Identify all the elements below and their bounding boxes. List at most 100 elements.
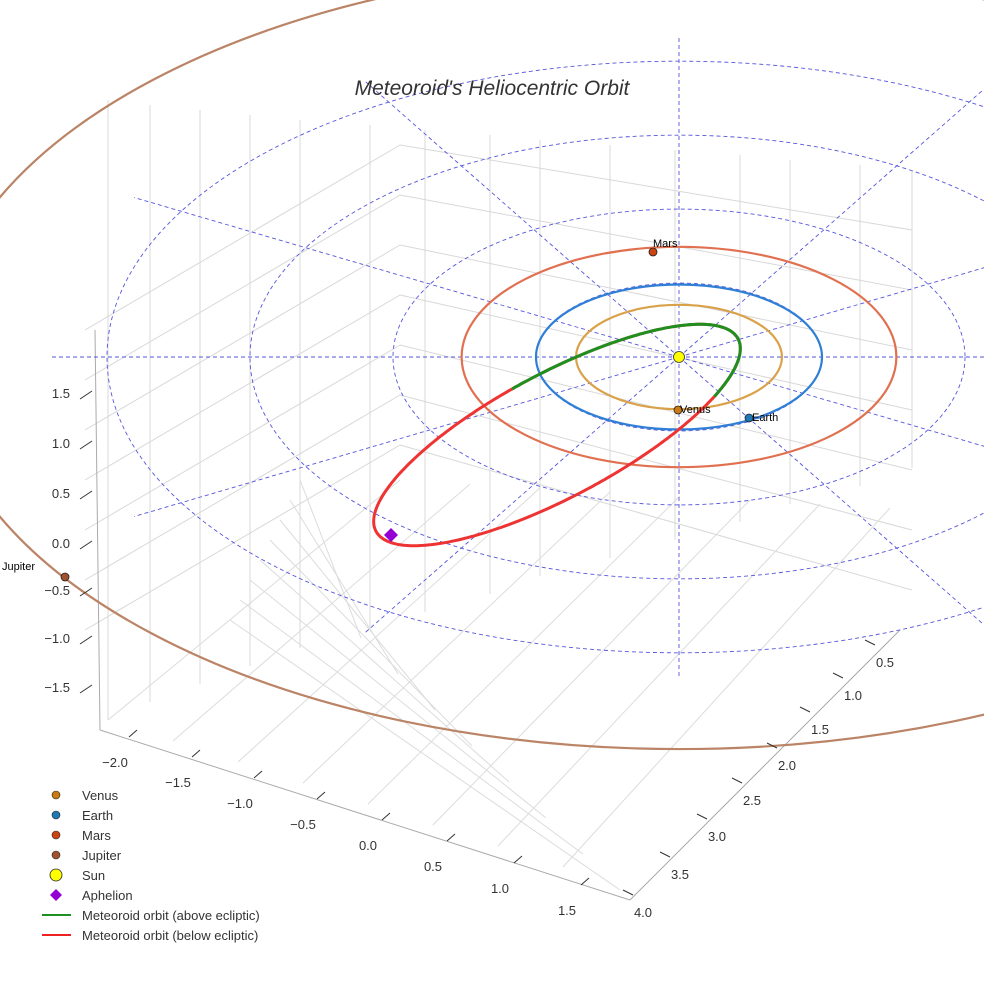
legend-meteoroid-orbit-below-ecliptic-label: Meteoroid orbit (below ecliptic) (82, 928, 258, 943)
legend-aphelion-label: Aphelion (82, 888, 133, 903)
grid-spoke (678, 356, 984, 626)
planet-label-earth: Earth (752, 412, 778, 424)
grid-ring (392, 208, 966, 506)
grid-spoke (133, 356, 680, 517)
x-tick-label: 0.0 (359, 838, 377, 853)
z-tick-label: 0.0 (52, 536, 70, 551)
pane-grid-line (399, 194, 913, 291)
y-axis-line (629, 629, 901, 901)
floor-grid-line (269, 539, 473, 747)
grid-spoke (678, 267, 984, 358)
legend-sun-label: Sun (82, 868, 105, 883)
x-axis-line (99, 729, 631, 901)
z-tick-label: 1.0 (52, 436, 70, 451)
floor-grid-line (229, 619, 621, 891)
pane-grid-line (399, 294, 913, 411)
x-tick-mark (253, 770, 263, 779)
pane-grid-line (84, 294, 401, 481)
legend: Venus Earth Mars Jupiter Sun Aphelion Meteoroi… (42, 788, 260, 943)
sun-marker (673, 351, 685, 363)
legend-jupiter-label: Jupiter (82, 848, 122, 863)
legend-mars-marker (51, 830, 61, 840)
floor-grid-line (367, 495, 681, 805)
y-tick-label: 2.5 (743, 793, 761, 808)
meteoroid-orbit-below (372, 322, 742, 548)
y-tick-label: 3.0 (708, 829, 726, 844)
legend-sun-marker (49, 868, 63, 882)
y-tick-mark (766, 742, 778, 749)
y-tick-mark (864, 639, 876, 646)
x-tick-mark (381, 812, 391, 821)
x-tick-label: −1.0 (227, 796, 253, 811)
z-tick-mark (79, 540, 93, 550)
planet-orbits (0, 0, 984, 751)
z-tick-mark (79, 440, 93, 450)
x-tick-label: −0.5 (290, 817, 316, 832)
planet-marker-earth (744, 413, 754, 423)
floor-grid-line (259, 559, 510, 783)
grid-spoke (678, 356, 984, 447)
planet-label-venus: Venus (680, 404, 711, 416)
pane-grid-line (399, 244, 913, 351)
chart-title: Meteoroid's Heliocentric Orbit (355, 77, 631, 100)
z-tick-mark (79, 635, 93, 645)
planet-label-mars: Mars (653, 238, 678, 250)
floor-grid-line (107, 479, 401, 721)
grid-spoke (678, 88, 984, 358)
grid-spoke (133, 197, 680, 358)
y-tick-mark (696, 813, 708, 820)
x-tick-mark (580, 877, 590, 886)
pane-grid-line (84, 144, 401, 331)
floor-grid-line (172, 483, 471, 742)
x-tick-mark (513, 855, 523, 864)
legend-venus-marker (51, 790, 61, 800)
pane-grid-line (399, 394, 913, 531)
x-tick-label: 0.5 (424, 859, 442, 874)
pane-grid-line (84, 194, 401, 381)
floor-grid-line (302, 491, 611, 784)
y-tick-label: 4.0 (634, 905, 652, 920)
pane-grid-line (84, 344, 401, 531)
y-tick-label: 1.0 (844, 688, 862, 703)
grid-spoke (364, 80, 680, 358)
z-tick-mark (79, 587, 93, 597)
x-tick-label: 1.0 (491, 881, 509, 896)
meteoroid-orbit-above (511, 322, 742, 398)
z-tick-label: −1.5 (44, 680, 70, 695)
z-tick-label: 0.5 (52, 486, 70, 501)
orbit-mars (460, 245, 898, 469)
y-tick-label: 2.0 (778, 758, 796, 773)
z-tick-label: −0.5 (44, 583, 70, 598)
meteoroid-orbit (372, 322, 742, 548)
y-tick-label: 0.5 (876, 655, 894, 670)
planet-marker-venus (673, 405, 683, 415)
floor-grid-line (497, 503, 821, 847)
floor-grid-line (237, 487, 541, 763)
y-tick-label: 1.5 (811, 722, 829, 737)
x-tick-label: 1.5 (558, 903, 576, 918)
legend-venus-label: Venus (82, 788, 119, 803)
y-tick-mark (622, 889, 634, 896)
legend-jupiter-marker (51, 850, 61, 860)
z-tick-label: 1.5 (52, 386, 70, 401)
z-tick-mark (79, 490, 93, 500)
x-tick-mark (316, 791, 326, 800)
z-tick-mark (79, 684, 93, 694)
planet-markers: Venus Earth Mars Jupiter (2, 238, 778, 582)
axis-ticks: 1.5 1.0 0.5 0.0 −0.5 −1.0 −1.5 −2.0 −1.5 −1.0 −0.5… (44, 386, 894, 920)
floor-grid-line (289, 499, 399, 675)
floor-grid-line (299, 479, 362, 639)
y-tick-mark (799, 706, 811, 713)
y-tick-label: 3.5 (671, 867, 689, 882)
legend-aphelion-marker (50, 889, 62, 901)
floor-grid-line (239, 599, 584, 855)
z-tick-mark (79, 390, 93, 400)
legend-mars-label: Mars (82, 828, 111, 843)
planet-label-jupiter: Jupiter (2, 561, 35, 573)
pane-grid-line (84, 444, 401, 631)
y-tick-mark (731, 777, 743, 784)
orbit-jupiter (0, 0, 984, 751)
legend-meteoroid-orbit-above-ecliptic-label: Meteoroid orbit (above ecliptic) (82, 908, 260, 923)
